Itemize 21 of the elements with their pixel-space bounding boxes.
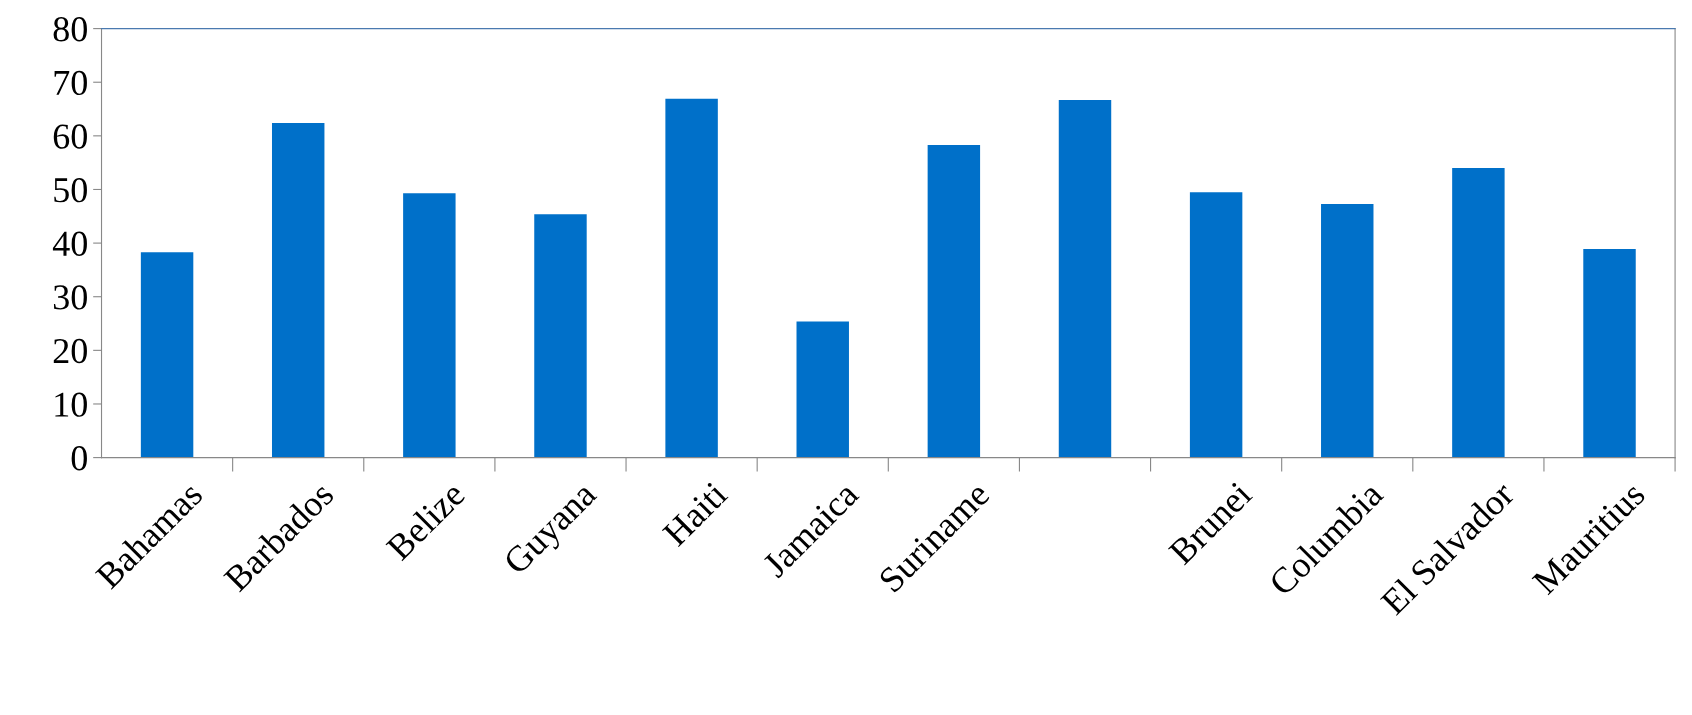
bar <box>1058 99 1112 458</box>
bar <box>665 98 718 458</box>
y-tick-label: 20 <box>53 338 87 364</box>
y-tick-label: 80 <box>53 17 87 42</box>
y-tick-label: 50 <box>54 177 87 203</box>
bar <box>796 321 849 458</box>
y-tick-label: 70 <box>54 70 87 96</box>
y-tick-label: 0 <box>71 446 87 471</box>
bar <box>403 193 456 458</box>
y-tick-label: 10 <box>55 392 87 417</box>
bar <box>1189 192 1243 458</box>
bar <box>1583 249 1636 458</box>
bar <box>140 252 194 458</box>
y-tick-label: 60 <box>53 124 87 149</box>
bar <box>271 122 325 458</box>
bar <box>534 214 587 458</box>
bar <box>927 144 981 458</box>
bar <box>1321 203 1374 458</box>
y-tick-label: 30 <box>53 285 87 310</box>
y-tick-label: 40 <box>52 231 87 256</box>
bar <box>1452 168 1505 458</box>
